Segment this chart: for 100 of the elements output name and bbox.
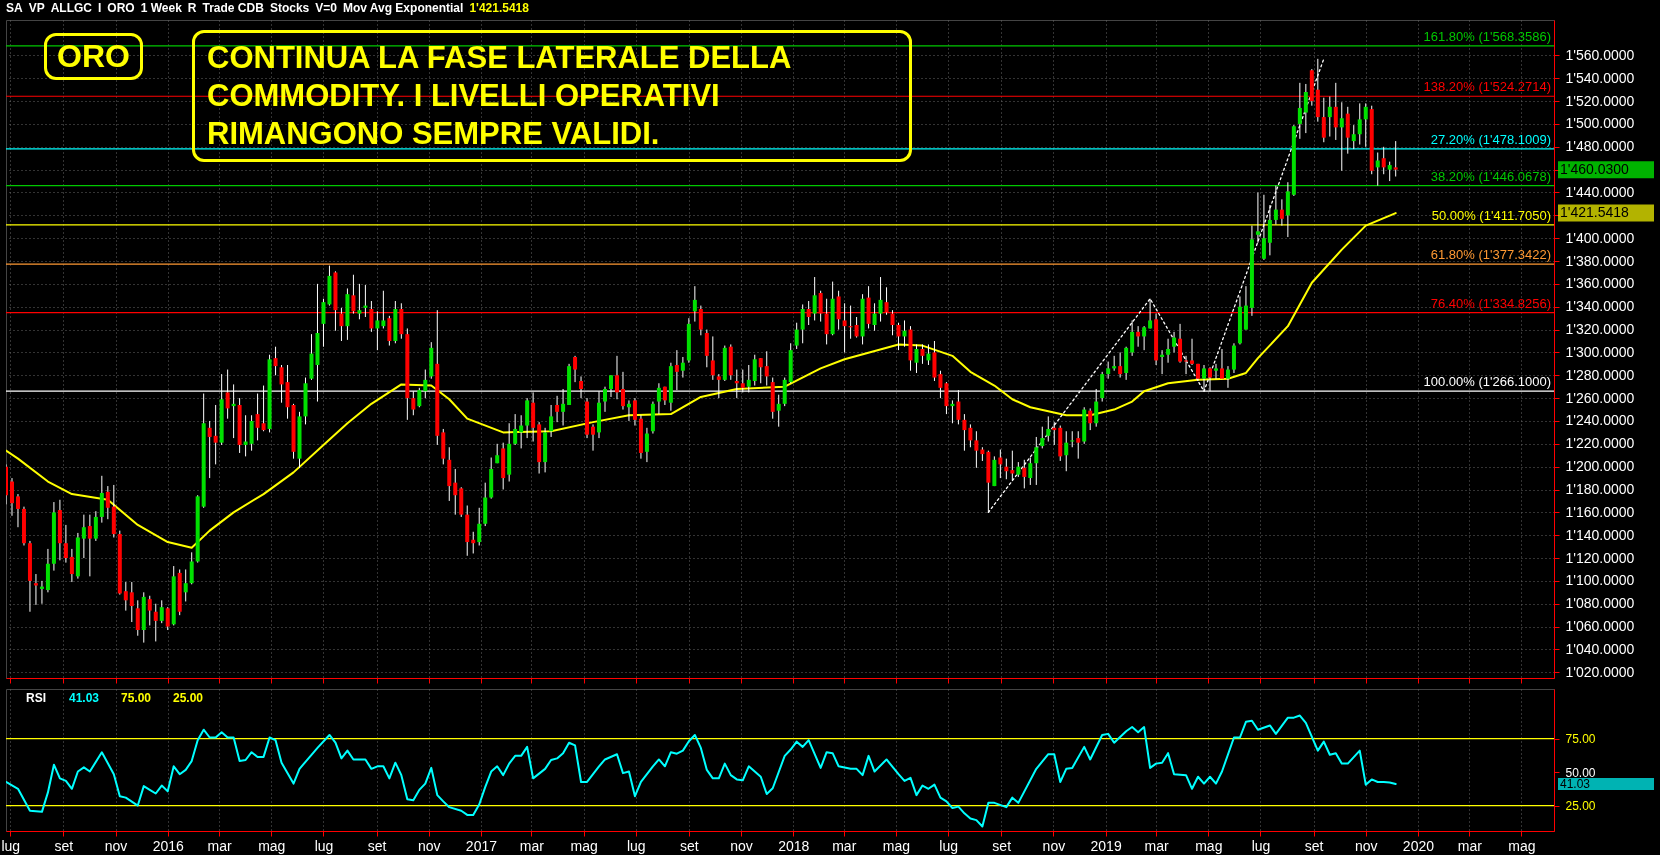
ref-line-label: 76.40% (1'334.8256) xyxy=(1430,295,1551,311)
candlestick xyxy=(878,276,883,323)
y-tick-label: 50.00 xyxy=(1565,765,1596,780)
candlestick xyxy=(321,298,326,348)
candlestick xyxy=(758,357,763,384)
candlestick xyxy=(1202,364,1207,392)
y-tick-label: 1'080.0000 xyxy=(1565,595,1635,612)
x-tick-label: mar xyxy=(1457,837,1483,854)
candlestick xyxy=(1255,192,1260,244)
y-tick-label: 1'180.0000 xyxy=(1565,481,1635,498)
candlestick xyxy=(764,350,769,387)
candlestick xyxy=(1267,204,1272,256)
candlestick xyxy=(1303,83,1308,134)
candlestick xyxy=(1393,140,1398,177)
candlestick xyxy=(255,393,260,441)
candlestick xyxy=(69,548,74,583)
candlestick xyxy=(962,413,967,452)
x-tick-label: lug xyxy=(1,837,21,854)
candlestick xyxy=(1076,430,1081,460)
x-tick-label: mar xyxy=(1144,837,1169,854)
candlestick xyxy=(1387,161,1392,182)
candlestick xyxy=(87,514,92,577)
y-tick-label: 1'100.0000 xyxy=(1565,572,1635,589)
candlestick xyxy=(974,430,979,469)
candlestick xyxy=(1297,82,1302,140)
candlestick xyxy=(1166,338,1171,364)
x-tick-label: mar xyxy=(207,837,232,854)
y-tick-label: 1'240.0000 xyxy=(1565,412,1635,429)
candlestick xyxy=(1010,450,1015,481)
y-tick-label: 1'320.0000 xyxy=(1565,321,1635,338)
candlestick xyxy=(375,310,380,351)
candlestick xyxy=(692,285,697,323)
x-tick-label: nov xyxy=(417,837,441,854)
candlestick xyxy=(357,283,362,320)
candlestick xyxy=(273,346,278,376)
y-tick-label: 1'480.0000 xyxy=(1565,138,1635,155)
candlestick xyxy=(1142,325,1147,351)
candlestick xyxy=(752,354,757,387)
y-tick-label: 1'560.0000 xyxy=(1565,46,1635,63)
candlestick xyxy=(81,514,86,559)
x-tick-label: set xyxy=(992,837,1012,854)
candlestick xyxy=(477,507,482,546)
candlestick xyxy=(189,551,194,585)
x-tick-label: set xyxy=(367,837,387,854)
candlestick xyxy=(573,355,578,383)
candlestick xyxy=(387,315,392,347)
y-tick-label: 1'200.0000 xyxy=(1565,458,1635,475)
candlestick xyxy=(1327,96,1332,138)
candlestick xyxy=(794,322,799,350)
candlestick xyxy=(1022,459,1027,489)
candlestick xyxy=(1034,436,1039,486)
x-tick-label: mag xyxy=(1195,837,1223,854)
y-tick-label: 1'380.0000 xyxy=(1565,252,1635,269)
candlestick xyxy=(1064,430,1069,472)
y-tick-label: 1'120.0000 xyxy=(1565,549,1635,566)
candlestick xyxy=(1363,102,1368,148)
candlestick xyxy=(147,595,152,626)
candlestick xyxy=(105,485,110,520)
y-tick-label: 1'280.0000 xyxy=(1565,366,1635,383)
candlestick xyxy=(704,329,709,368)
x-tick-label: nov xyxy=(1042,837,1066,854)
candlestick xyxy=(549,404,554,438)
candlestick xyxy=(1357,102,1362,146)
x-tick-label: lug xyxy=(314,837,334,854)
x-tick-label: 2020 xyxy=(1402,837,1435,854)
x-tick-label: mag xyxy=(1508,837,1536,854)
candlestick xyxy=(854,316,859,339)
ref-line-label: 161.80% (1'568.3586) xyxy=(1423,28,1551,44)
y-tick-label: 25.00 xyxy=(1565,799,1596,814)
text: SA xyxy=(6,1,23,15)
candlestick xyxy=(1040,426,1045,449)
candlestick xyxy=(812,276,817,321)
candlestick xyxy=(1231,342,1236,374)
candlestick xyxy=(1184,355,1189,375)
candlestick xyxy=(165,606,170,631)
y-tick-label: 1'220.0000 xyxy=(1565,435,1635,452)
text: 41.03 xyxy=(1560,777,1591,792)
x-tick-label: mag xyxy=(258,837,286,854)
text: 1'460.0300 xyxy=(1560,160,1630,177)
annotation: 75.00 xyxy=(121,691,152,705)
candlestick xyxy=(1279,198,1284,227)
candlestick xyxy=(1213,363,1218,380)
candlestick xyxy=(710,335,715,381)
text: 1'421.5418 xyxy=(469,1,529,15)
x-tick-label: nov xyxy=(104,837,128,854)
candlestick xyxy=(1088,407,1093,431)
candlestick xyxy=(800,303,805,344)
text: ALLGC xyxy=(50,1,93,15)
text: I xyxy=(98,1,102,15)
candlestick xyxy=(1285,181,1290,238)
y-tick-label: 1'020.0000 xyxy=(1565,663,1635,680)
candlestick xyxy=(135,599,140,637)
candlestick xyxy=(93,510,98,542)
y-tick-label: 1'500.0000 xyxy=(1565,115,1635,132)
x-tick-label: 2018 xyxy=(778,837,810,854)
text: Stocks xyxy=(269,1,310,15)
candlestick xyxy=(1148,298,1153,329)
annotation: 25.00 xyxy=(173,691,204,705)
ref-line-label: 100.00% (1'266.1000) xyxy=(1423,374,1551,390)
candlestick xyxy=(872,302,877,332)
